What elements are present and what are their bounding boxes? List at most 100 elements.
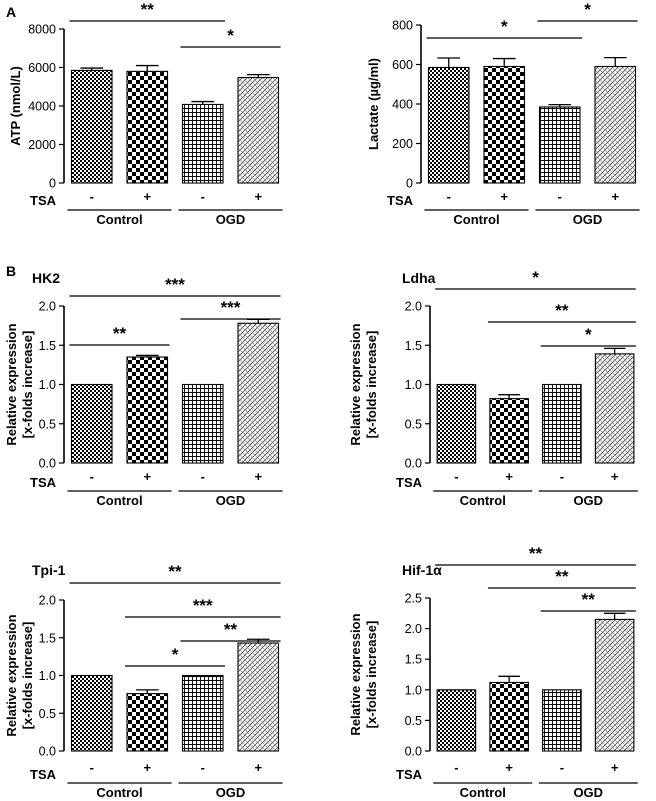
significance-label: ** [113, 324, 127, 343]
bar [594, 353, 635, 464]
tsa-label: TSA [30, 767, 57, 782]
error-bar [492, 57, 516, 67]
significance-label: * [227, 26, 234, 45]
y-axis-label-line: Relative expression [348, 323, 363, 445]
chart-3: Ldha 0.0 0.5 1.0 1.5 2.0 Relative expression[x… [348, 268, 638, 508]
tsa-sign: - [201, 469, 205, 484]
tsa-label: TSA [30, 193, 57, 208]
y-axis-label-line: Relative expression [4, 614, 19, 736]
tsa-sign: + [143, 189, 151, 204]
error-bar [246, 73, 270, 78]
y-tick-label: 0.0 [39, 457, 56, 471]
error-bar [603, 347, 626, 354]
significance-label: ** [168, 562, 182, 581]
error-bar [603, 56, 627, 67]
tsa-sign: + [505, 760, 513, 775]
significance-label: *** [193, 596, 213, 615]
bar [594, 65, 637, 184]
y-tick-label: 200 [392, 137, 413, 151]
y-tick-label: 800 [392, 19, 413, 33]
bar [542, 689, 582, 752]
tsa-sign: - [90, 189, 94, 204]
bar [594, 618, 635, 752]
tsa-sign: - [90, 469, 94, 484]
y-tick-label: 1.0 [405, 683, 422, 697]
y-tick-label: 2.0 [39, 594, 56, 608]
significance-label: ** [529, 544, 543, 563]
bar [126, 70, 169, 184]
y-tick-label: 0.5 [39, 707, 56, 721]
y-axis-label: Relative expression[x-folds increase] [348, 613, 379, 735]
group-label: Control [96, 785, 142, 800]
panel-letter-b: B [6, 263, 16, 279]
bar [483, 65, 526, 184]
significance-label: * [584, 0, 591, 19]
significance-label: * [501, 17, 508, 36]
tsa-sign: + [611, 760, 619, 775]
significance-label: ** [582, 590, 596, 609]
bar [70, 69, 113, 184]
tsa-sign: + [505, 469, 513, 484]
error-bar [80, 67, 104, 71]
group-label: OGD [216, 493, 246, 508]
group-label: OGD [573, 785, 603, 800]
error-bar [191, 100, 215, 105]
tsa-label: TSA [30, 475, 57, 490]
tsa-label: TSA [387, 193, 414, 208]
tsa-sign: + [254, 469, 262, 484]
bar [436, 689, 477, 752]
y-tick-label: 2.5 [405, 592, 422, 606]
bar [237, 76, 280, 184]
y-tick-label: 1.5 [39, 339, 56, 353]
error-bar [135, 689, 159, 694]
chart-4: Tpi-1 0.0 0.5 1.0 1.5 2.0 Relative expression[… [4, 562, 283, 800]
tsa-sign: + [611, 469, 619, 484]
significance-label: * [172, 645, 179, 664]
y-tick-label: 8000 [28, 23, 56, 37]
significance-label: ** [224, 620, 238, 639]
y-axis-label: ATP (nmol/L) [8, 66, 23, 146]
y-tick-label: 0.0 [405, 457, 422, 471]
tsa-sign: - [560, 760, 564, 775]
y-tick-label: 1.0 [39, 669, 56, 683]
tsa-label: TSA [396, 475, 423, 490]
y-tick-label: 1.0 [405, 378, 422, 392]
tsa-sign: - [90, 760, 94, 775]
y-axis-label: Relative expression[x-folds increase] [348, 323, 379, 445]
y-tick-label: 0.0 [39, 745, 56, 759]
significance-label: ** [555, 567, 569, 586]
y-tick-label: 1.5 [405, 339, 422, 353]
chart-5: Hif-1α 0.0 0.5 1.0 1.5 2.0 2.5 Relative express… [348, 544, 638, 800]
error-bar [437, 57, 461, 68]
bar [489, 398, 529, 464]
bar [237, 642, 280, 752]
y-axis-label-line: [x-folds increase] [364, 331, 379, 439]
y-tick-label: 600 [392, 58, 413, 72]
group-label: Control [460, 785, 506, 800]
y-axis-label: Lactate (µg/ml) [366, 58, 381, 150]
bar [70, 674, 113, 752]
bar [70, 383, 113, 464]
y-axis-label: Relative expression[x-folds increase] [4, 614, 35, 736]
group-label: OGD [573, 493, 603, 508]
y-tick-label: 0 [49, 177, 56, 191]
significance-label: ** [555, 301, 569, 320]
y-tick-label: 2.0 [39, 300, 56, 314]
bar [126, 693, 169, 752]
error-bar [548, 103, 572, 107]
significance-label: ** [141, 0, 155, 19]
error-bar [135, 354, 159, 358]
y-axis-label-line: Relative expression [4, 323, 19, 445]
y-tick-label: 4000 [28, 100, 56, 114]
significance-label: *** [165, 275, 185, 294]
group-label: OGD [216, 212, 246, 227]
tsa-sign: - [454, 760, 458, 775]
y-tick-label: 1.0 [39, 378, 56, 392]
y-axis-label-line: Relative expression [348, 613, 363, 735]
y-axis-label-line: [x-folds increase] [20, 622, 35, 730]
error-bar [135, 64, 159, 72]
